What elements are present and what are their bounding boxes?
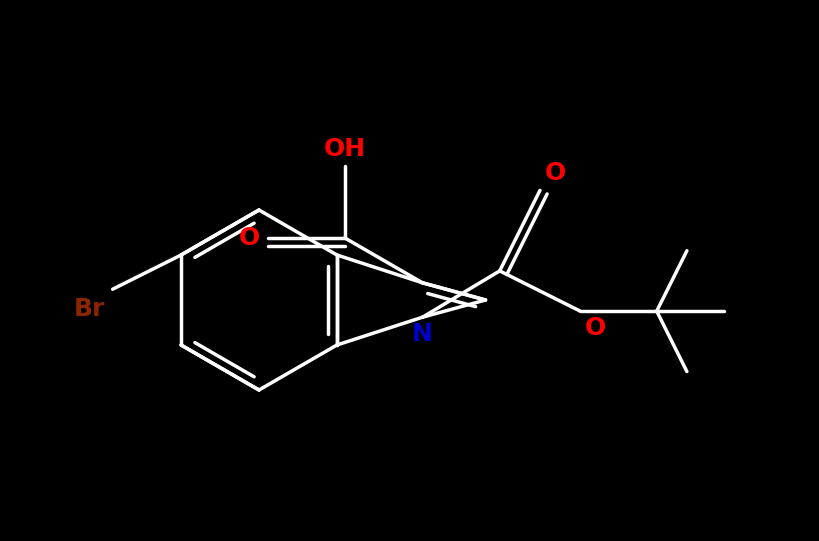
Text: Br: Br <box>73 297 105 321</box>
Text: O: O <box>586 316 606 340</box>
Text: O: O <box>239 226 260 250</box>
Text: OH: OH <box>324 137 365 161</box>
Text: O: O <box>545 161 566 186</box>
Text: N: N <box>412 322 433 346</box>
